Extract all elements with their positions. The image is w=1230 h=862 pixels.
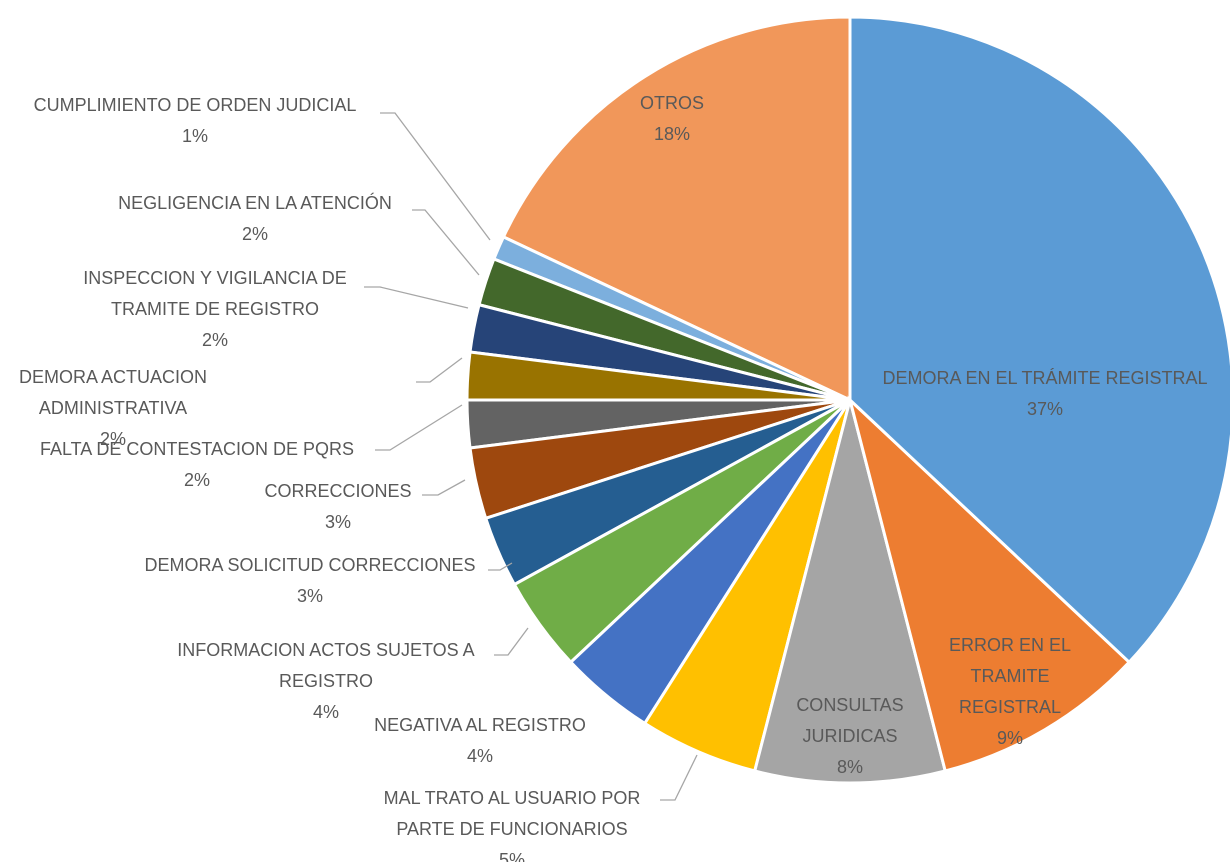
chart: DEMORA EN EL TRÁMITE REGISTRAL37% ERROR E… (0, 0, 1230, 862)
category-label: CUMPLIMIENTO DE ORDEN JUDICIAL (5, 90, 385, 121)
value-label: 3% (238, 507, 438, 538)
value-label: 4% (350, 741, 610, 772)
category-label: OTROS (597, 88, 747, 119)
value-label: 4% (151, 697, 501, 728)
category-label: CONSULTAS JURIDICAS (785, 690, 915, 752)
category-label: INFORMACION ACTOS SUJETOS A REGISTRO (151, 635, 501, 697)
value-label: 18% (597, 119, 747, 150)
value-label: 37% (855, 394, 1230, 425)
category-label: NEGLIGENCIA EN LA ATENCIÓN (85, 188, 425, 219)
value-label: 5% (352, 845, 672, 862)
value-label: 9% (945, 723, 1075, 754)
value-label: 2% (3, 424, 223, 455)
leader-line (416, 358, 462, 382)
slice-label: MAL TRATO AL USUARIO POR PARTE DE FUNCIO… (352, 783, 672, 862)
category-label: DEMORA ACTUACION ADMINISTRATIVA (3, 362, 223, 424)
value-label: 2% (85, 219, 425, 250)
value-label: 3% (110, 581, 510, 612)
slice-label: INSPECCION Y VIGILANCIA DE TRAMITE DE RE… (55, 263, 375, 356)
category-label: MAL TRATO AL USUARIO POR PARTE DE FUNCIO… (352, 783, 672, 845)
category-label: ERROR EN EL TRAMITE REGISTRAL (945, 630, 1075, 723)
value-label: 2% (0, 465, 397, 496)
value-label: 2% (55, 325, 375, 356)
value-label: 1% (5, 121, 385, 152)
category-label: DEMORA EN EL TRÁMITE REGISTRAL (855, 363, 1230, 394)
category-label: DEMORA SOLICITUD CORRECCIONES (110, 550, 510, 581)
value-label: 8% (785, 752, 915, 783)
leader-line (364, 287, 468, 308)
category-label: INSPECCION Y VIGILANCIA DE TRAMITE DE RE… (55, 263, 375, 325)
